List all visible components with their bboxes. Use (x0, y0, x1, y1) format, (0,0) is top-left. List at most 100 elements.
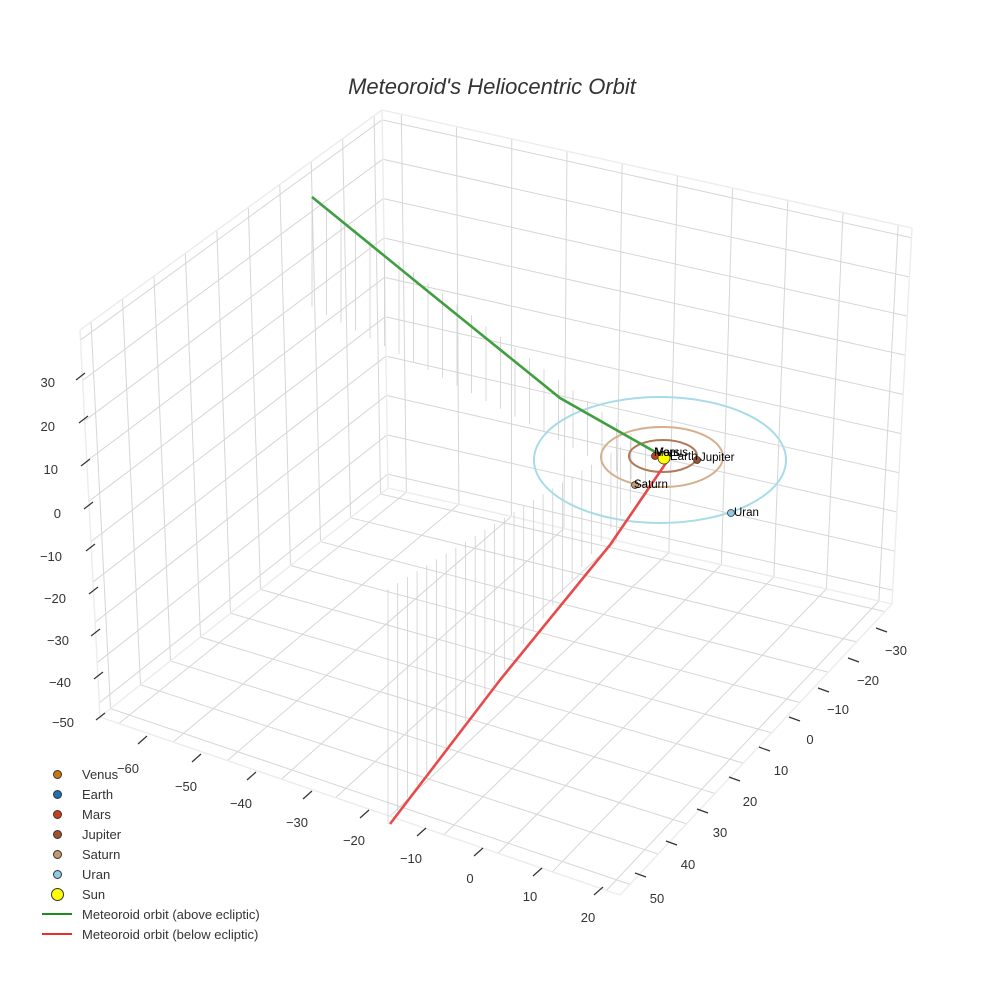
box-edge (79, 109, 383, 331)
x-tick-mark (246, 771, 257, 781)
z-tick-mark (78, 415, 89, 424)
grid-line (350, 517, 857, 643)
legend-item[interactable]: Meteoroid orbit (above ecliptic) (38, 904, 260, 924)
grid-line (387, 434, 895, 552)
grid-line (84, 198, 384, 422)
grid-line (720, 188, 734, 565)
y-tick-label: −20 (857, 673, 879, 688)
grid-line (279, 184, 291, 566)
y-tick-mark (788, 716, 801, 722)
legend-item[interactable]: Saturn (38, 844, 260, 864)
z-tick-mark (85, 543, 96, 552)
z-tick-mark (93, 671, 104, 680)
y-tick-label: 0 (806, 732, 813, 747)
x-tick-mark (473, 847, 484, 857)
y-tick-mark (696, 808, 709, 814)
jupiter-marker[interactable] (693, 456, 701, 464)
grid-line (382, 158, 910, 278)
grid-line (281, 528, 565, 780)
legend-label: Mars (82, 806, 111, 822)
grid-line (96, 434, 388, 663)
x-tick-mark (416, 827, 427, 837)
legend-marker-icon (38, 864, 76, 884)
legend-marker-icon (38, 784, 76, 804)
grid-line (94, 395, 387, 623)
y-tick-label: 10 (774, 763, 788, 778)
grid-line (606, 600, 880, 891)
box-edge (99, 716, 621, 896)
grid-line (90, 316, 386, 543)
mars-label: Mars (654, 447, 680, 459)
legend-item[interactable]: Jupiter (38, 824, 260, 844)
grid-line (400, 114, 407, 493)
chart-title: Meteoroid's Heliocentric Orbit (348, 74, 636, 99)
grid-line (386, 394, 898, 513)
legend-item[interactable]: Mars (38, 804, 260, 824)
z-tick-label: −10 (40, 549, 62, 564)
meteoroid-orbit-below (388, 459, 670, 825)
z-tick-label: −50 (52, 715, 74, 730)
uran-orbit (533, 396, 787, 524)
saturn-marker[interactable] (631, 481, 639, 489)
grid-line (335, 540, 617, 799)
legend-marker-icon (38, 764, 76, 784)
grid-line (290, 565, 801, 703)
y-tick-mark (758, 746, 771, 752)
legend-item[interactable]: Venus (38, 764, 260, 784)
y-tick-mark (847, 657, 860, 663)
grid-line (200, 636, 716, 794)
box-edge (387, 487, 893, 605)
grid-line (80, 119, 383, 341)
z-tick-label: −30 (47, 633, 69, 648)
grid-line (90, 321, 111, 709)
box-edge (79, 329, 101, 718)
grid-line (226, 516, 512, 761)
saturn-orbit (600, 426, 724, 488)
y-tick-label: −30 (885, 643, 907, 658)
grid-line (170, 660, 687, 825)
x-tick-mark (532, 867, 543, 877)
legend-marker-icon (38, 824, 76, 844)
grid-line (342, 138, 351, 518)
grid-line (82, 158, 384, 381)
z-tick-mark (75, 372, 86, 381)
uran-marker[interactable] (727, 509, 735, 517)
legend-label: Venus (82, 766, 119, 782)
legend-item[interactable]: Sun (38, 884, 260, 904)
legend-label: Earth (82, 786, 114, 802)
legend-label: Jupiter (82, 826, 122, 842)
jupiter-label: Jupiter (700, 452, 735, 464)
z-tick-label: −40 (49, 675, 71, 690)
grid-line (92, 355, 387, 583)
grid-line (110, 708, 631, 885)
grid-line (384, 276, 904, 395)
z-tick-label: 20 (41, 419, 55, 434)
grid-line (385, 316, 902, 435)
x-tick-mark (593, 886, 604, 896)
legend-marker-icon (38, 884, 76, 904)
legend-item[interactable]: Meteoroid orbit (below ecliptic) (38, 924, 260, 944)
legend-line-icon (38, 904, 76, 924)
grid-line (387, 473, 893, 591)
legend-item[interactable]: Uran (38, 864, 260, 884)
axis-ticks: 30 20 10 0 −10 −20 −30 −40 −50 −60 −50 −40 −30 −20 −10… (40, 372, 907, 925)
legend-marker-icon (38, 804, 76, 824)
y-tick-label: 30 (713, 825, 727, 840)
y-tick-label: 20 (743, 794, 757, 809)
x-tick-label: −10 (400, 851, 422, 866)
projection-stems (311, 197, 646, 824)
grid-line (551, 588, 827, 873)
z-tick-label: −20 (44, 591, 66, 606)
grid-line (878, 224, 899, 602)
earth-label: Earth (670, 451, 698, 463)
z-tick-mark (83, 501, 94, 510)
grid-line (383, 198, 908, 317)
box-edge (619, 603, 893, 896)
legend-item[interactable]: Earth (38, 784, 260, 804)
grid-line (668, 175, 678, 553)
x-tick-mark (359, 809, 370, 819)
sun-marker[interactable] (657, 451, 671, 465)
x-tick-mark (137, 735, 148, 745)
x-tick-label: 20 (581, 910, 595, 925)
